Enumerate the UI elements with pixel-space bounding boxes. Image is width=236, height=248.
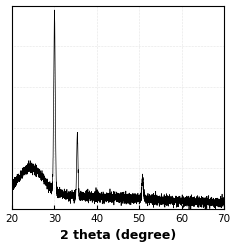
X-axis label: 2 theta (degree): 2 theta (degree) bbox=[60, 229, 176, 243]
